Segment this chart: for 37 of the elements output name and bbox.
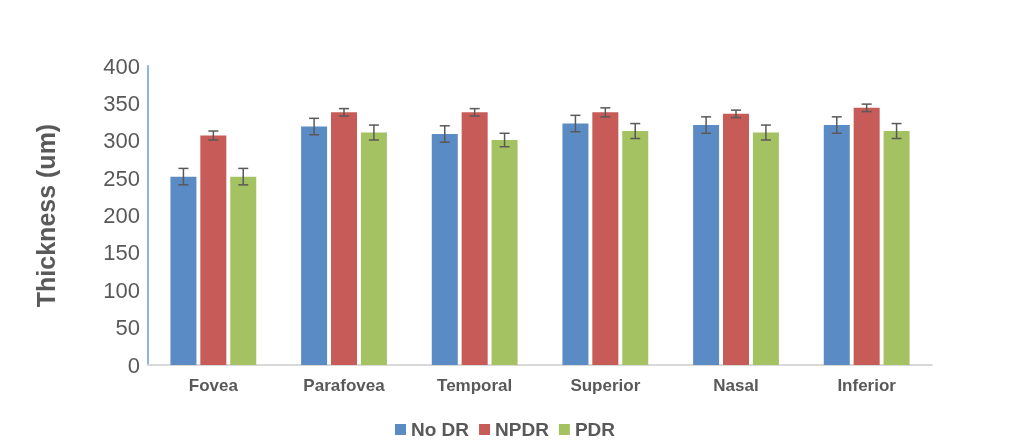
- x-tick-label: Parafovea: [303, 376, 386, 395]
- x-tick-label: Fovea: [188, 376, 239, 395]
- x-tick-label: Temporal: [437, 376, 513, 395]
- y-tick-label: 150: [103, 240, 140, 266]
- y-tick-label: 300: [103, 128, 140, 154]
- y-tick-label: 400: [103, 53, 140, 79]
- bar: [491, 140, 518, 365]
- y-tick-label: 250: [103, 165, 140, 191]
- legend-label: NPDR: [495, 419, 550, 440]
- bar: [723, 113, 749, 365]
- bar: [622, 131, 649, 365]
- y-tick-label: 100: [103, 277, 140, 303]
- bar: [200, 135, 227, 365]
- bar: [883, 131, 910, 365]
- y-tick-label: 200: [103, 203, 140, 228]
- x-tick-label: Superior: [570, 376, 641, 395]
- bar: [823, 125, 850, 365]
- y-tick-label: 350: [103, 90, 140, 116]
- bar: [562, 123, 589, 365]
- bar: [693, 125, 720, 365]
- legend-label: No DR: [411, 419, 470, 440]
- legend-label: PDR: [574, 419, 616, 440]
- x-tick-label: Inferior: [837, 376, 897, 395]
- bar: [331, 112, 357, 365]
- y-tick-label: 0: [127, 352, 140, 378]
- bar: [360, 132, 387, 365]
- bar: [230, 176, 257, 365]
- x-tick-label: Nasal: [713, 376, 759, 395]
- bar: [301, 126, 328, 365]
- bar: [431, 134, 458, 365]
- y-tick-label: 50: [115, 315, 140, 341]
- bar: [170, 176, 197, 365]
- bar: [461, 112, 488, 365]
- bar: [752, 132, 779, 365]
- bar: [853, 107, 880, 365]
- y-axis-title: Thickness (um): [31, 123, 60, 308]
- bar: [592, 112, 619, 365]
